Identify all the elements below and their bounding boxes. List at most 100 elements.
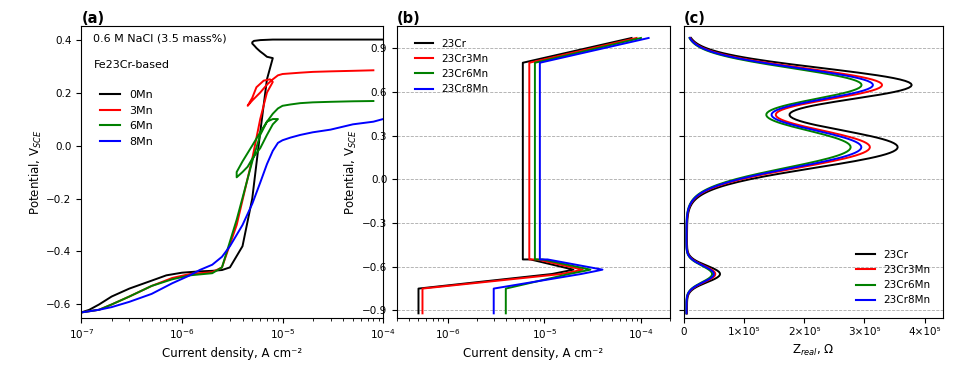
- 6Mn: [261, 120, 273, 124]
- 3Mn: [367, 68, 379, 73]
- 6Mn: [247, 156, 258, 161]
- 8Mn: [367, 120, 379, 124]
- 0Mn: [295, 37, 306, 42]
- 3Mn: [231, 223, 242, 227]
- 3Mn: [261, 90, 273, 95]
- 3Mn: [247, 98, 258, 103]
- 0Mn: [267, 37, 278, 42]
- Text: (a): (a): [81, 11, 104, 26]
- 3Mn: [123, 294, 135, 299]
- 3Mn: [76, 310, 87, 315]
- 3Mn: [277, 72, 288, 76]
- 8Mn: [184, 273, 195, 277]
- 0Mn: [255, 38, 266, 42]
- 6Mn: [367, 99, 379, 103]
- 3Mn: [295, 70, 306, 75]
- 3Mn: [255, 90, 266, 95]
- 3Mn: [272, 73, 283, 77]
- 8Mn: [307, 130, 319, 135]
- 6Mn: [247, 159, 258, 164]
- 8Mn: [145, 292, 157, 296]
- Legend: 23Cr, 23Cr3Mn, 23Cr6Mn, 23Cr8Mn: 23Cr, 23Cr3Mn, 23Cr6Mn, 23Cr8Mn: [853, 246, 935, 309]
- 0Mn: [216, 268, 228, 272]
- 6Mn: [94, 308, 105, 312]
- 0Mn: [355, 37, 367, 42]
- 8Mn: [277, 138, 288, 143]
- 6Mn: [236, 159, 248, 164]
- 0Mn: [251, 46, 262, 50]
- 3Mn: [324, 69, 336, 74]
- 0Mn: [207, 268, 218, 273]
- 6Mn: [255, 146, 266, 150]
- 0Mn: [249, 44, 260, 49]
- 8Mn: [267, 149, 278, 153]
- 3Mn: [247, 96, 258, 100]
- 0Mn: [247, 196, 258, 201]
- 3Mn: [242, 103, 254, 108]
- 6Mn: [285, 102, 297, 107]
- 8Mn: [106, 305, 118, 309]
- 3Mn: [167, 276, 178, 280]
- 6Mn: [307, 100, 319, 105]
- 3Mn: [145, 284, 157, 288]
- 8Mn: [285, 135, 297, 140]
- 3Mn: [264, 77, 276, 82]
- 0Mn: [123, 287, 135, 291]
- 8Mn: [207, 262, 218, 267]
- Y-axis label: Potential, V$_{SCE}$: Potential, V$_{SCE}$: [344, 129, 359, 215]
- 6Mn: [231, 170, 242, 174]
- 0Mn: [255, 130, 266, 135]
- 0Mn: [145, 278, 157, 283]
- Y-axis label: Potential, V$_{SCE}$: Potential, V$_{SCE}$: [28, 129, 44, 215]
- 6Mn: [347, 99, 359, 103]
- 0Mn: [248, 39, 259, 43]
- 6Mn: [106, 302, 118, 307]
- 3Mn: [267, 77, 278, 82]
- 3Mn: [184, 272, 195, 276]
- 6Mn: [272, 106, 283, 111]
- 8Mn: [255, 180, 266, 185]
- 0Mn: [267, 56, 278, 61]
- 0Mn: [247, 40, 258, 44]
- 6Mn: [167, 277, 178, 282]
- Text: 0.6 M NaCl (3.5 mass%): 0.6 M NaCl (3.5 mass%): [94, 33, 227, 44]
- 8Mn: [94, 308, 105, 312]
- 8Mn: [247, 202, 258, 206]
- 8Mn: [224, 244, 235, 249]
- 0Mn: [83, 308, 95, 312]
- 6Mn: [255, 133, 266, 137]
- 6Mn: [272, 117, 283, 121]
- 3Mn: [258, 78, 270, 83]
- Line: 3Mn: 3Mn: [81, 70, 373, 312]
- 3Mn: [261, 82, 273, 87]
- 0Mn: [255, 49, 266, 54]
- 8Mn: [194, 268, 206, 272]
- 6Mn: [216, 265, 228, 270]
- 8Mn: [123, 300, 135, 304]
- Legend: 0Mn, 3Mn, 6Mn, 8Mn: 0Mn, 3Mn, 6Mn, 8Mn: [96, 86, 158, 152]
- Line: 0Mn: 0Mn: [81, 39, 383, 312]
- 8Mn: [324, 127, 336, 132]
- Line: 6Mn: 6Mn: [81, 101, 373, 312]
- 6Mn: [277, 103, 288, 108]
- 6Mn: [295, 101, 306, 105]
- 6Mn: [207, 271, 218, 276]
- 6Mn: [231, 175, 242, 180]
- 8Mn: [76, 310, 87, 315]
- Legend: 23Cr, 23Cr3Mn, 23Cr6Mn, 23Cr8Mn: 23Cr, 23Cr3Mn, 23Cr6Mn, 23Cr8Mn: [411, 35, 493, 99]
- 3Mn: [267, 80, 278, 84]
- 6Mn: [324, 100, 336, 104]
- 0Mn: [236, 244, 248, 249]
- 6Mn: [236, 170, 248, 174]
- 6Mn: [231, 217, 242, 222]
- 0Mn: [106, 294, 118, 299]
- X-axis label: Z$_{real}$, Ω: Z$_{real}$, Ω: [792, 343, 835, 358]
- Text: (b): (b): [397, 11, 421, 26]
- 8Mn: [347, 122, 359, 127]
- 8Mn: [216, 255, 228, 259]
- X-axis label: Current density, A cm⁻²: Current density, A cm⁻²: [463, 347, 604, 360]
- 8Mn: [261, 162, 273, 166]
- 8Mn: [236, 223, 248, 227]
- 0Mn: [176, 270, 188, 275]
- 6Mn: [261, 133, 273, 137]
